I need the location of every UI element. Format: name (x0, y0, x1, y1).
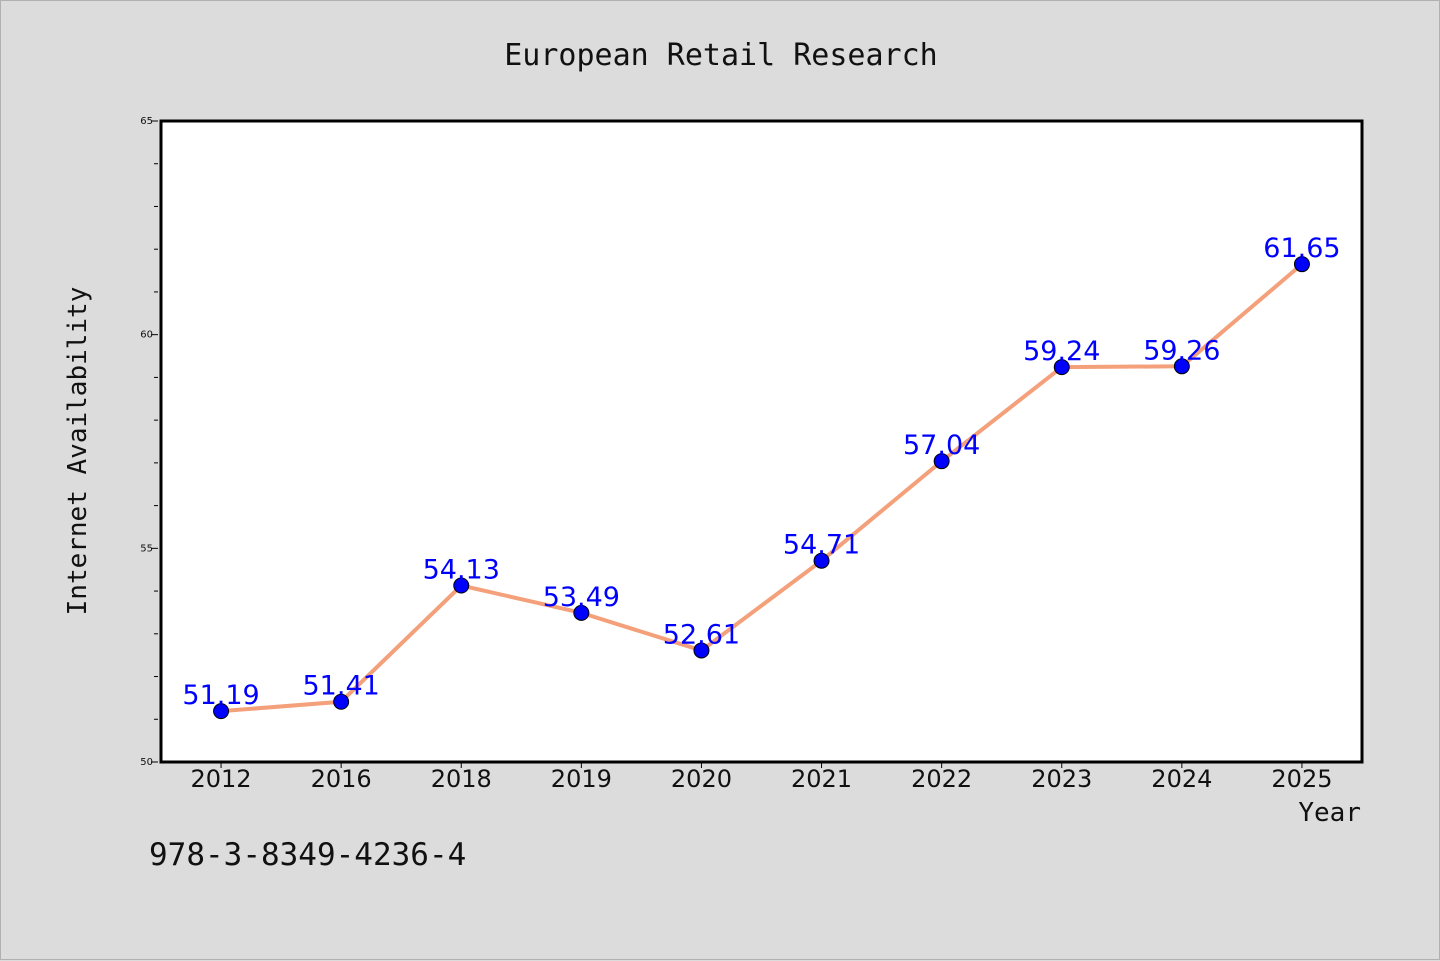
data-label: 54.13 (423, 555, 500, 586)
data-point (213, 703, 230, 720)
data-label: 51.19 (182, 680, 259, 711)
series-layer: 51.19 51.41 54.13 53.49 52.61 54.71 57.04 59.24… (182, 233, 1341, 720)
x-tick-label: 2012 (191, 765, 252, 793)
data-point (333, 693, 350, 710)
data-label: 52.61 (663, 619, 740, 650)
data-point (453, 577, 470, 594)
x-tick-label: 2018 (431, 765, 492, 793)
x-tick-label: 2016 (311, 765, 372, 793)
x-tick-label: 2019 (551, 765, 612, 793)
data-point (693, 642, 710, 659)
x-tick-label: 2021 (791, 765, 852, 793)
data-label: 57.04 (903, 430, 980, 461)
plot-area (159, 119, 1364, 764)
y-axis-label: Internet Availability (63, 287, 93, 616)
data-point (1173, 358, 1190, 375)
x-tick-label: 2023 (1031, 765, 1092, 793)
data-label: 59.24 (1023, 336, 1100, 367)
x-axis-label: Year (1298, 798, 1361, 828)
data-label: 54.71 (783, 530, 860, 561)
data-label: 53.49 (543, 582, 620, 613)
x-tick-label: 2020 (671, 765, 732, 793)
y-axis: 50 55 60 65 (140, 116, 158, 768)
y-tick-label: 55 (140, 543, 153, 554)
data-point (933, 453, 950, 470)
x-tick-label: 2025 (1271, 765, 1332, 793)
x-tick-label: 2024 (1151, 765, 1212, 793)
data-label: 61.65 (1263, 233, 1340, 264)
data-point (1293, 256, 1310, 273)
data-label: 59.26 (1143, 335, 1220, 366)
data-point (813, 552, 830, 569)
x-axis: 2012 2016 2018 2019 2020 2021 2022 2023 2024 2025 (191, 762, 1332, 793)
y-tick-label: 60 (140, 330, 153, 341)
data-point (1053, 359, 1070, 376)
x-tick-label: 2022 (911, 765, 972, 793)
series-line (220, 262, 1304, 714)
chart-title: European Retail Research (504, 38, 937, 73)
data-point (573, 604, 590, 621)
y-tick-label: 50 (140, 757, 153, 768)
y-tick-label: 65 (140, 116, 153, 127)
isbn-code: 978-3-8349-4236-4 (149, 837, 466, 873)
data-label: 51.41 (303, 671, 380, 702)
